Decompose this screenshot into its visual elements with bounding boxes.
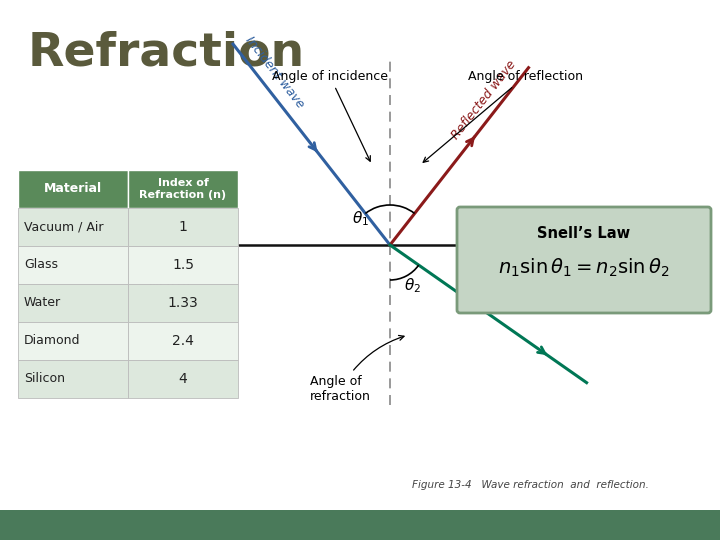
- Text: Diamond: Diamond: [24, 334, 81, 348]
- Text: Snell’s Law: Snell’s Law: [537, 226, 631, 241]
- Bar: [128, 246, 238, 284]
- Text: $\theta_2$: $\theta_2$: [404, 276, 421, 295]
- Text: $\theta_1$: $\theta_1$: [352, 209, 369, 228]
- Text: Angle of incidence: Angle of incidence: [272, 70, 388, 161]
- Text: Vacuum / Air: Vacuum / Air: [24, 220, 104, 233]
- Text: Angle of
refraction: Angle of refraction: [310, 335, 404, 403]
- Text: Glass: Glass: [24, 259, 58, 272]
- Bar: [0, 510, 720, 540]
- FancyBboxPatch shape: [457, 207, 711, 313]
- Text: Refraction: Refraction: [28, 30, 305, 75]
- Text: Water: Water: [24, 296, 61, 309]
- Text: 1.33: 1.33: [168, 296, 199, 310]
- Bar: [18, 208, 128, 246]
- Bar: [18, 360, 128, 398]
- Text: Air: Air: [148, 214, 169, 229]
- Text: Figure 13-4   Wave refraction  and  reflection.: Figure 13-4 Wave refraction and reflecti…: [412, 480, 649, 490]
- Text: 2.4: 2.4: [172, 334, 194, 348]
- Bar: [18, 246, 128, 284]
- Text: 1.5: 1.5: [172, 258, 194, 272]
- Text: Silicon: Silicon: [24, 373, 65, 386]
- Text: $n_1 \sin\theta_1 = n_2 \sin\theta_2$: $n_1 \sin\theta_1 = n_2 \sin\theta_2$: [498, 257, 670, 279]
- Text: Material: Material: [44, 183, 102, 195]
- Bar: [128, 322, 238, 360]
- Bar: [128, 170, 238, 208]
- Text: 4: 4: [179, 372, 187, 386]
- Bar: [18, 322, 128, 360]
- Bar: [128, 208, 238, 246]
- Text: Incident wave: Incident wave: [243, 33, 307, 110]
- Text: 1: 1: [179, 220, 187, 234]
- Text: Refracted wave: Refracted wave: [469, 250, 556, 316]
- Bar: [18, 284, 128, 322]
- Text: Reflected wave: Reflected wave: [449, 58, 519, 141]
- Text: Water: Water: [148, 279, 194, 294]
- Bar: [128, 284, 238, 322]
- Text: Index of
Refraction (n): Index of Refraction (n): [140, 178, 227, 200]
- Bar: [18, 170, 128, 208]
- Bar: [128, 360, 238, 398]
- Text: Angle of reflection: Angle of reflection: [423, 70, 582, 163]
